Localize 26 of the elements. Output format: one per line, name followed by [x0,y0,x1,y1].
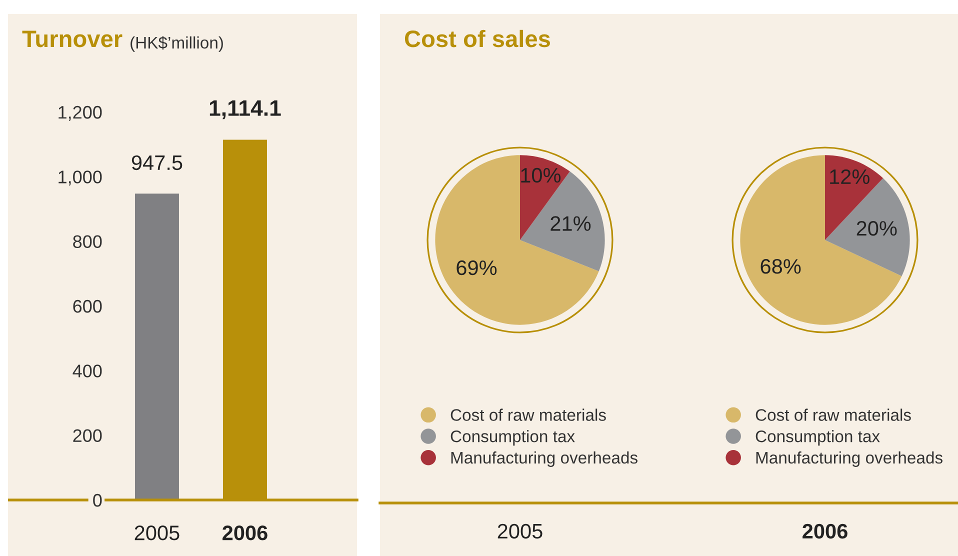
data-label: 20% [856,220,897,236]
pie-slice [435,155,599,325]
legend-label: Manufacturing overheads [451,451,638,467]
chart-subtitle: (HK$’million) [130,36,223,52]
data-label: 21% [550,216,591,231]
y-tick-label: 0 [93,494,102,507]
y-tick-label: 200 [73,429,102,442]
y-tick-label: 1,200 [58,106,102,121]
data-label: 1,114.1 [210,100,281,120]
legend-label: Consumption tax [450,430,575,446]
y-tick-label: 600 [73,300,102,313]
data-label: 10% [521,168,561,183]
y-tick-label: 400 [72,364,102,378]
chart-title: Cost of sales [404,30,550,48]
legend-label: Cost of raw materials [756,408,911,421]
data-label: 68% [760,259,801,274]
legend-label: Consumption tax [756,430,880,446]
legend-label: Manufacturing overheads [756,451,942,467]
data-label: 947.5 [132,155,182,170]
pie-slice [740,155,902,325]
y-tick-label: 800 [73,235,102,248]
chart-title: Turnover [22,30,122,48]
legend-label: Cost of raw materials [450,408,606,421]
data-label: 12% [830,169,870,184]
data-label: 69% [456,260,497,276]
y-tick-label: 1,000 [58,170,102,186]
